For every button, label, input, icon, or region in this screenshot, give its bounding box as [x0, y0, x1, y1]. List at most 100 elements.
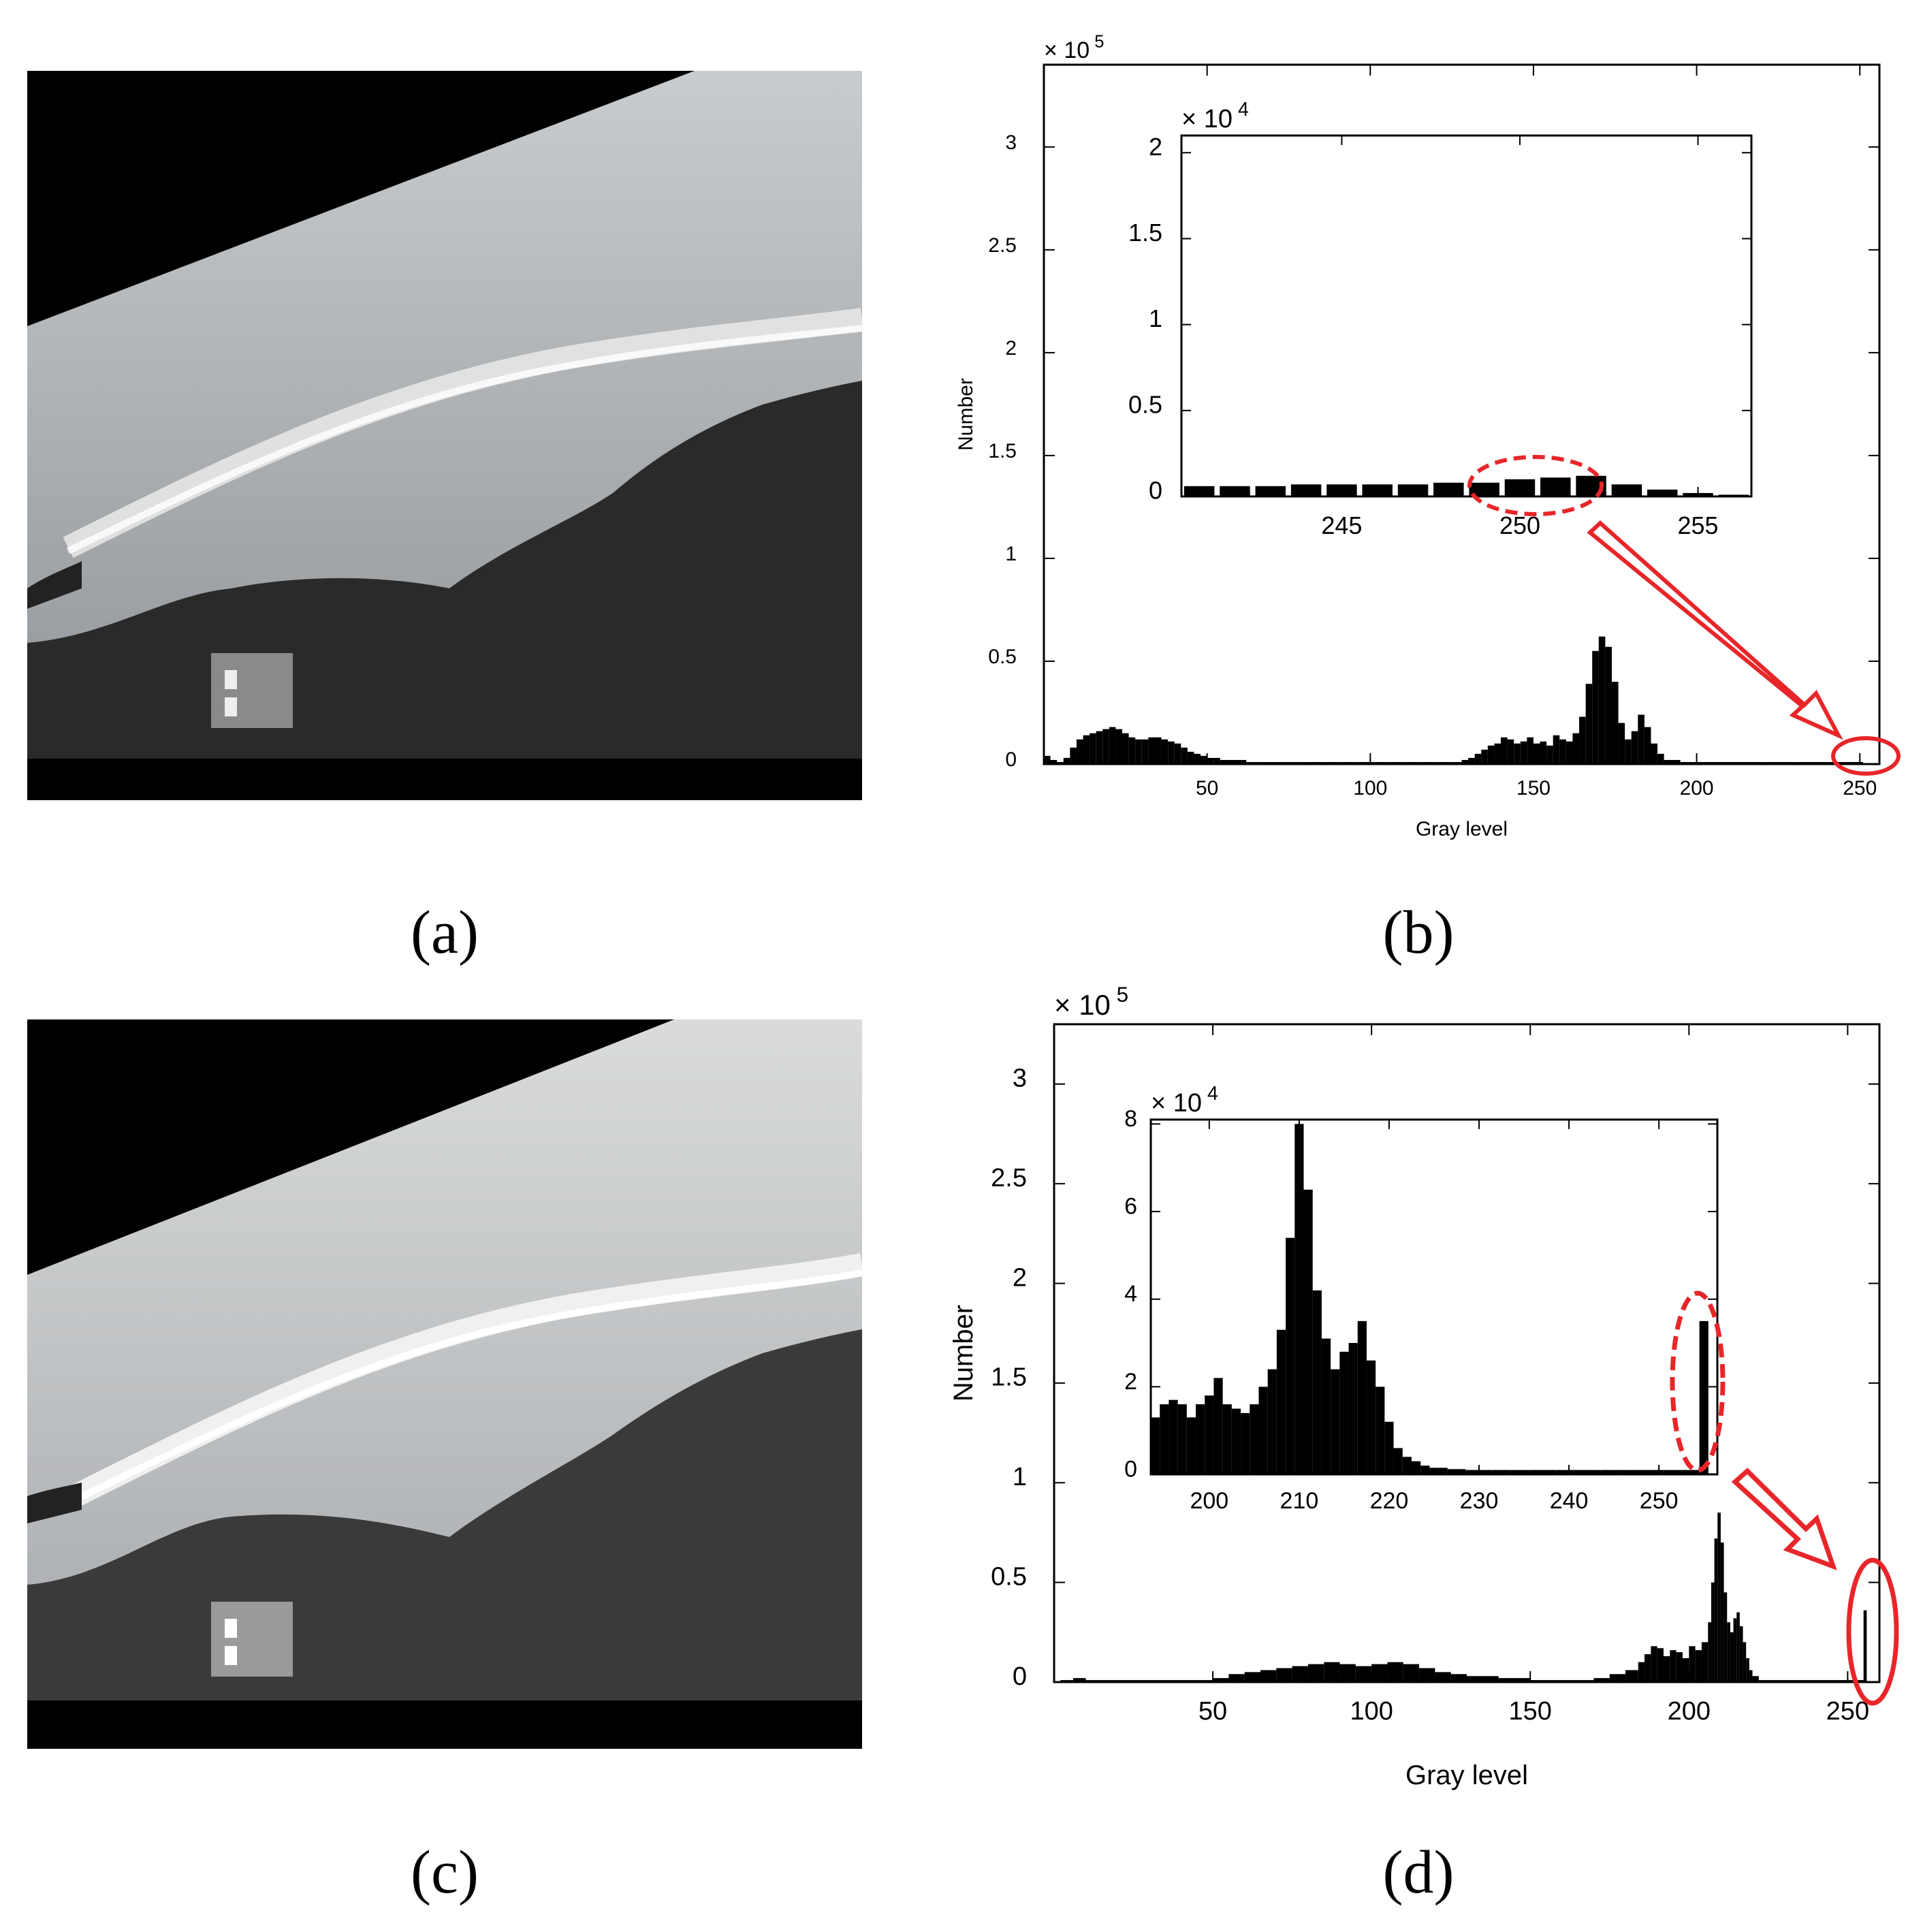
bar-d-inset-244 — [1600, 1470, 1610, 1474]
bar-d-main-204 — [1701, 1642, 1709, 1682]
bar-d-inset-203 — [1231, 1408, 1241, 1474]
bar-d-main-160 — [1561, 1680, 1594, 1682]
y-tick-label: 1 — [1005, 543, 1017, 565]
axes-frame — [1053, 1023, 1881, 1683]
bar-b-inset-256 — [1718, 494, 1749, 496]
bar-b-main-44 — [1187, 751, 1194, 764]
bar-b-main-178 — [1625, 739, 1632, 764]
x-tick-label: 210 — [1280, 1488, 1319, 1514]
bar-b-main-90 — [1337, 761, 1354, 764]
bar-d-main-2 — [1060, 1680, 1073, 1682]
bar-b-main-85 — [1321, 761, 1338, 764]
bar-d-inset-239 — [1555, 1470, 1565, 1474]
bar-d-main-55 — [1228, 1674, 1245, 1682]
x-tick-label: 250 — [1826, 1697, 1869, 1726]
bar-d-inset-221 — [1393, 1448, 1403, 1474]
bar-d-inset-223 — [1411, 1461, 1421, 1474]
bar-b-main-42 — [1181, 747, 1188, 764]
bar-d-inset-216 — [1348, 1343, 1358, 1474]
bar-b-main-220 — [1762, 761, 1795, 764]
bar-b-main-128 — [1461, 759, 1469, 764]
bar-b-main-60 — [1239, 759, 1247, 764]
bar-d-inset-210 — [1294, 1124, 1304, 1474]
axes-frame — [1043, 63, 1881, 765]
bar-b-main-52 — [1213, 757, 1220, 764]
bar-d-main-6 — [1072, 1678, 1086, 1682]
caption-b: (b) — [1382, 899, 1455, 966]
dashed-ellipse-d — [1670, 1290, 1726, 1473]
y-tick-label: 0 — [1149, 477, 1162, 505]
bar-b-main-40 — [1174, 743, 1181, 764]
bar-d-main-255 — [1863, 1610, 1867, 1682]
bar-d-main-219 — [1749, 1670, 1753, 1682]
bar-b-main-46 — [1194, 753, 1201, 764]
bar-b-inset-254 — [1647, 489, 1678, 496]
y-tick-label: 0 — [1013, 1662, 1027, 1691]
bar-d-inset-205 — [1250, 1404, 1259, 1474]
bar-d-main-213 — [1730, 1632, 1734, 1682]
bar-b-main-160 — [1566, 741, 1573, 764]
bar-d-inset-237 — [1537, 1470, 1547, 1474]
x-tick-label: 150 — [1516, 777, 1551, 799]
bar-b-main-170 — [1598, 636, 1606, 764]
bar-d-main-170 — [1593, 1678, 1610, 1682]
bar-b-main-154 — [1546, 745, 1553, 764]
bar-b-main-188 — [1657, 753, 1664, 764]
bar-b-main-58 — [1233, 759, 1240, 764]
bar-b-main-136 — [1487, 745, 1495, 764]
bar-b-main-240 — [1827, 761, 1860, 764]
bar-d-main-206 — [1708, 1622, 1711, 1682]
bar-d-inset-242 — [1582, 1470, 1592, 1474]
axes-frame — [1149, 1118, 1719, 1476]
x-tick-label: 200 — [1668, 1697, 1711, 1726]
x-axis-title: Gray level — [1405, 1760, 1528, 1790]
bar-b-main-30 — [1141, 739, 1149, 764]
bar-d-main-30 — [1149, 1680, 1181, 1682]
y-tick-label: 2 — [1149, 133, 1162, 161]
bar-b-main-74 — [1285, 761, 1292, 764]
bar-d-main-50 — [1213, 1678, 1229, 1682]
bar-d-main-175 — [1609, 1674, 1626, 1682]
bar-b-inset-252 — [1576, 475, 1606, 496]
caption-c: (c) — [411, 1839, 479, 1906]
x-tick-label: 100 — [1350, 1697, 1393, 1726]
bar-d-main-200 — [1689, 1646, 1696, 1682]
y-tick-label: 1.5 — [988, 440, 1017, 462]
bar-b-inset-244 — [1290, 484, 1322, 496]
bar-b-main-150 — [1533, 743, 1540, 764]
bar-d-inset-215 — [1339, 1351, 1349, 1474]
bar-d-inset-214 — [1331, 1369, 1340, 1474]
bar-b-main-32 — [1148, 737, 1155, 764]
black-border-top — [27, 1019, 674, 1275]
bar-d-main-10 — [1085, 1680, 1118, 1682]
water-jet — [63, 308, 862, 558]
bar-d-main-220 — [1752, 1676, 1759, 1682]
bar-d-inset-241 — [1573, 1470, 1583, 1474]
bar-d-inset-254 — [1690, 1470, 1700, 1474]
exponent-label: × 10 5 — [1044, 33, 1104, 63]
bar-b-main-164 — [1579, 716, 1586, 764]
bar-d-main-217 — [1743, 1642, 1747, 1682]
y-tick-label: 8 — [1124, 1106, 1137, 1132]
bar-b-main-64 — [1252, 761, 1260, 764]
bar-b-main-230 — [1794, 761, 1828, 764]
bar-d-inset-249 — [1645, 1470, 1655, 1474]
bar-d-inset-194 — [1151, 1417, 1160, 1474]
bar-d-inset-209 — [1286, 1237, 1295, 1474]
bar-b-main-186 — [1651, 743, 1658, 764]
bar-d-main-186 — [1644, 1654, 1651, 1682]
solid-ellipse-d — [1846, 1557, 1899, 1706]
black-border-bottom — [27, 1700, 862, 1749]
bar-d-main-115 — [1419, 1668, 1435, 1682]
y-tick-label: 4 — [1124, 1281, 1137, 1307]
bar-d-main-120 — [1435, 1672, 1451, 1682]
plot-area — [1044, 65, 1879, 764]
bar-b-main-72 — [1279, 761, 1286, 764]
bar-d-main-180 — [1625, 1670, 1638, 1682]
bar-b-main-22 — [1115, 729, 1123, 764]
bar-d-main-90 — [1339, 1664, 1356, 1682]
bar-b-main-8 — [1070, 747, 1077, 764]
bar-b-main-10 — [1076, 739, 1083, 764]
caption-a: (a) — [411, 899, 479, 966]
bar-b-main-18 — [1102, 729, 1109, 764]
